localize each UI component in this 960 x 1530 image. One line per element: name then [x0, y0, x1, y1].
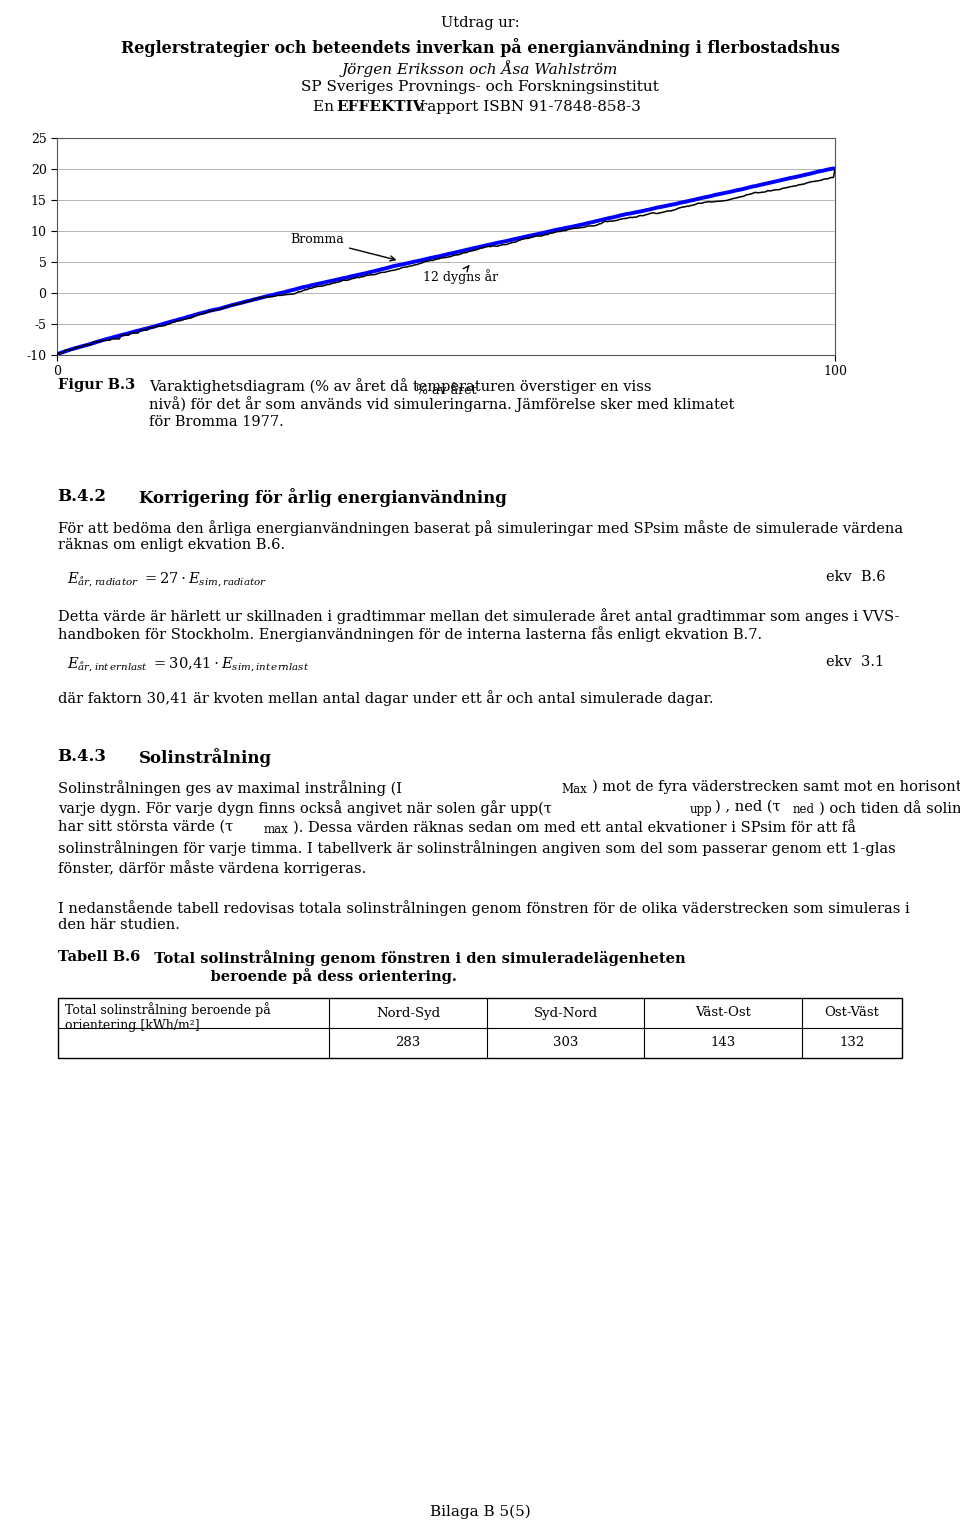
Text: Total solinstrålning genom fönstren i den simuleradelägenheten
             bero: Total solinstrålning genom fönstren i de…	[144, 950, 685, 984]
Text: varje dygn. För varje dygn finns också angivet när solen går upp(τ: varje dygn. För varje dygn finns också a…	[58, 800, 551, 815]
Text: Väst-Ost: Väst-Ost	[695, 1007, 751, 1019]
Text: ). Dessa värden räknas sedan om med ett antal ekvationer i SPsim för att få: ). Dessa värden räknas sedan om med ett …	[293, 820, 855, 835]
Text: Ost-Väst: Ost-Väst	[825, 1007, 879, 1019]
Text: B.4.3: B.4.3	[58, 748, 107, 765]
Text: Bromma: Bromma	[290, 234, 396, 262]
Text: ekv  B.6: ekv B.6	[826, 571, 885, 584]
Text: har sitt största värde (τ: har sitt största värde (τ	[58, 820, 233, 834]
Text: Reglerstrategier och beteendets inverkan på energianvändning i flerbostadshus: Reglerstrategier och beteendets inverkan…	[121, 38, 839, 57]
Text: Jörgen Eriksson och Åsa Wahlström: Jörgen Eriksson och Åsa Wahlström	[342, 60, 618, 76]
Text: ekv  3.1: ekv 3.1	[826, 655, 884, 669]
Text: En: En	[313, 99, 339, 115]
Text: 132: 132	[839, 1036, 865, 1050]
Text: Syd-Nord: Syd-Nord	[534, 1007, 597, 1019]
Text: där faktorn 30,41 är kvoten mellan antal dagar under ett år och antal simulerade: där faktorn 30,41 är kvoten mellan antal…	[58, 690, 713, 705]
Text: Korrigering för årlig energianvändning: Korrigering för årlig energianvändning	[139, 488, 507, 506]
Text: solinstrålningen för varje timma. I tabellverk är solinstrålningen angiven som d: solinstrålningen för varje timma. I tabe…	[58, 840, 896, 855]
Text: $E_{år,int\,ernlast}$ $= 30{,}41 \cdot E_{sim,int\,ernlast}$: $E_{år,int\,ernlast}$ $= 30{,}41 \cdot E…	[67, 655, 309, 673]
Text: fönster, därför måste värdena korrigeras.: fönster, därför måste värdena korrigeras…	[58, 860, 366, 875]
Text: Tabell B.6: Tabell B.6	[58, 950, 140, 964]
Text: EFFEKTIV: EFFEKTIV	[336, 99, 424, 115]
Text: SP Sveriges Provnings- och Forskningsinstitut: SP Sveriges Provnings- och Forskningsins…	[301, 80, 659, 93]
Text: ) mot de fyra väderstrecken samt mot en horisontell yta för: ) mot de fyra väderstrecken samt mot en …	[592, 780, 960, 794]
Text: 143: 143	[710, 1036, 735, 1050]
Text: Total solinstrålning beroende på
orientering [kWh/m²]: Total solinstrålning beroende på oriente…	[65, 1002, 271, 1033]
Text: I nedanstående tabell redovisas totala solinstrålningen genom fönstren för de ol: I nedanstående tabell redovisas totala s…	[58, 900, 909, 932]
Text: ) och tiden då solinstrålningen: ) och tiden då solinstrålningen	[819, 800, 960, 815]
Text: upp: upp	[689, 803, 712, 815]
Text: 303: 303	[553, 1036, 578, 1050]
Text: max: max	[264, 823, 289, 835]
Text: Varaktighetsdiagram (% av året då temperaturen överstiger en viss
nivå) för det : Varaktighetsdiagram (% av året då temper…	[149, 378, 734, 428]
Text: Detta värde är härlett ur skillnaden i gradtimmar mellan det simulerade året ant: Detta värde är härlett ur skillnaden i g…	[58, 607, 900, 643]
X-axis label: % av året: % av året	[416, 384, 476, 396]
Text: Max: Max	[562, 783, 588, 796]
Text: Solinstrålning: Solinstrålning	[139, 748, 273, 767]
Text: ned: ned	[793, 803, 815, 815]
Text: Solinstrålningen ges av maximal instrålning (I: Solinstrålningen ges av maximal instråln…	[58, 780, 401, 796]
Text: Figur B.3: Figur B.3	[58, 378, 134, 392]
Text: $E_{år,radiator}$ $= 27 \cdot E_{sim,radiator}$: $E_{år,radiator}$ $= 27 \cdot E_{sim,rad…	[67, 571, 267, 589]
Text: Utdrag ur:: Utdrag ur:	[441, 15, 519, 31]
Text: 283: 283	[396, 1036, 420, 1050]
Text: rapport ISBN 91-7848-858-3: rapport ISBN 91-7848-858-3	[415, 99, 640, 115]
Text: Bilaga B 5(5): Bilaga B 5(5)	[430, 1506, 530, 1519]
Text: Nord-Syd: Nord-Syd	[376, 1007, 440, 1019]
Text: B.4.2: B.4.2	[58, 488, 107, 505]
Text: 12 dygns år: 12 dygns år	[422, 266, 498, 283]
Text: För att bedöma den årliga energianvändningen baserat på simuleringar med SPsim m: För att bedöma den årliga energianvändni…	[58, 520, 902, 552]
Text: ) , ned (τ: ) , ned (τ	[715, 800, 780, 814]
